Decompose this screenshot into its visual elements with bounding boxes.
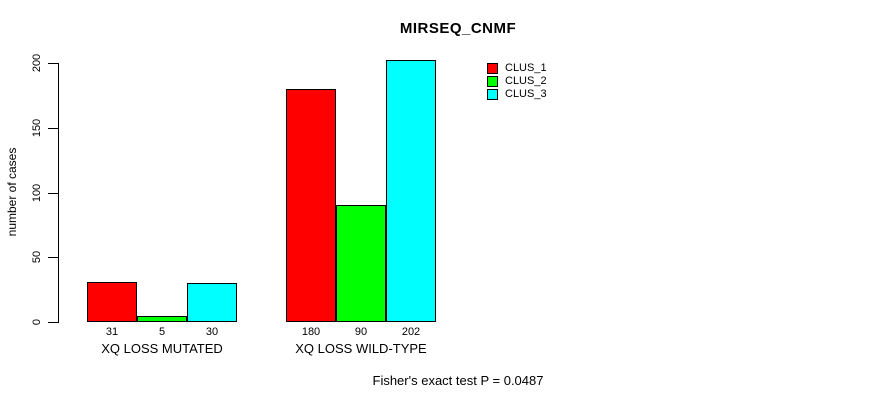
y-axis-tick bbox=[48, 257, 58, 258]
y-axis-tick-label: 100 bbox=[31, 183, 43, 203]
annotation-text: Fisher's exact test P = 0.0487 bbox=[372, 373, 544, 388]
bar bbox=[87, 282, 137, 322]
bar-value-label: 5 bbox=[158, 326, 166, 338]
legend-item: CLUS_3 bbox=[487, 88, 547, 100]
y-axis-tick bbox=[48, 128, 58, 129]
y-axis-tick-label: 200 bbox=[31, 53, 43, 73]
y-axis-tick bbox=[48, 193, 58, 194]
bar-value-label: 180 bbox=[301, 326, 321, 338]
x-category-label: XQ LOSS WILD-TYPE bbox=[295, 341, 427, 356]
bar-value-label: 31 bbox=[105, 326, 119, 338]
legend-swatch-clus_2 bbox=[487, 75, 498, 87]
legend-swatch-clus_1 bbox=[487, 62, 498, 74]
x-category-label: XQ LOSS MUTATED bbox=[101, 341, 223, 356]
y-axis-line bbox=[58, 63, 59, 323]
legend-label: CLUS_1 bbox=[505, 62, 547, 74]
y-axis-tick-label: 0 bbox=[31, 318, 43, 326]
y-axis-tick-label: 50 bbox=[31, 250, 43, 264]
legend-item: CLUS_2 bbox=[487, 75, 547, 87]
legend-item: CLUS_1 bbox=[487, 62, 547, 74]
legend-label: CLUS_2 bbox=[505, 75, 547, 87]
y-axis-tick bbox=[48, 322, 58, 323]
bar bbox=[187, 283, 237, 322]
y-axis-tick bbox=[48, 63, 58, 64]
bar-value-label: 30 bbox=[205, 326, 219, 338]
legend-swatch-clus_3 bbox=[487, 88, 498, 100]
chart-title: MIRSEQ_CNMF bbox=[399, 20, 517, 37]
y-axis-tick-label: 150 bbox=[31, 118, 43, 138]
bar bbox=[286, 89, 336, 322]
bar-value-label: 202 bbox=[401, 326, 421, 338]
legend: CLUS_1 CLUS_2 CLUS_3 bbox=[487, 62, 547, 101]
legend-label: CLUS_3 bbox=[505, 88, 547, 100]
bar bbox=[336, 205, 386, 322]
bar bbox=[137, 316, 187, 322]
bar-value-label: 90 bbox=[354, 326, 368, 338]
bar bbox=[386, 60, 436, 322]
